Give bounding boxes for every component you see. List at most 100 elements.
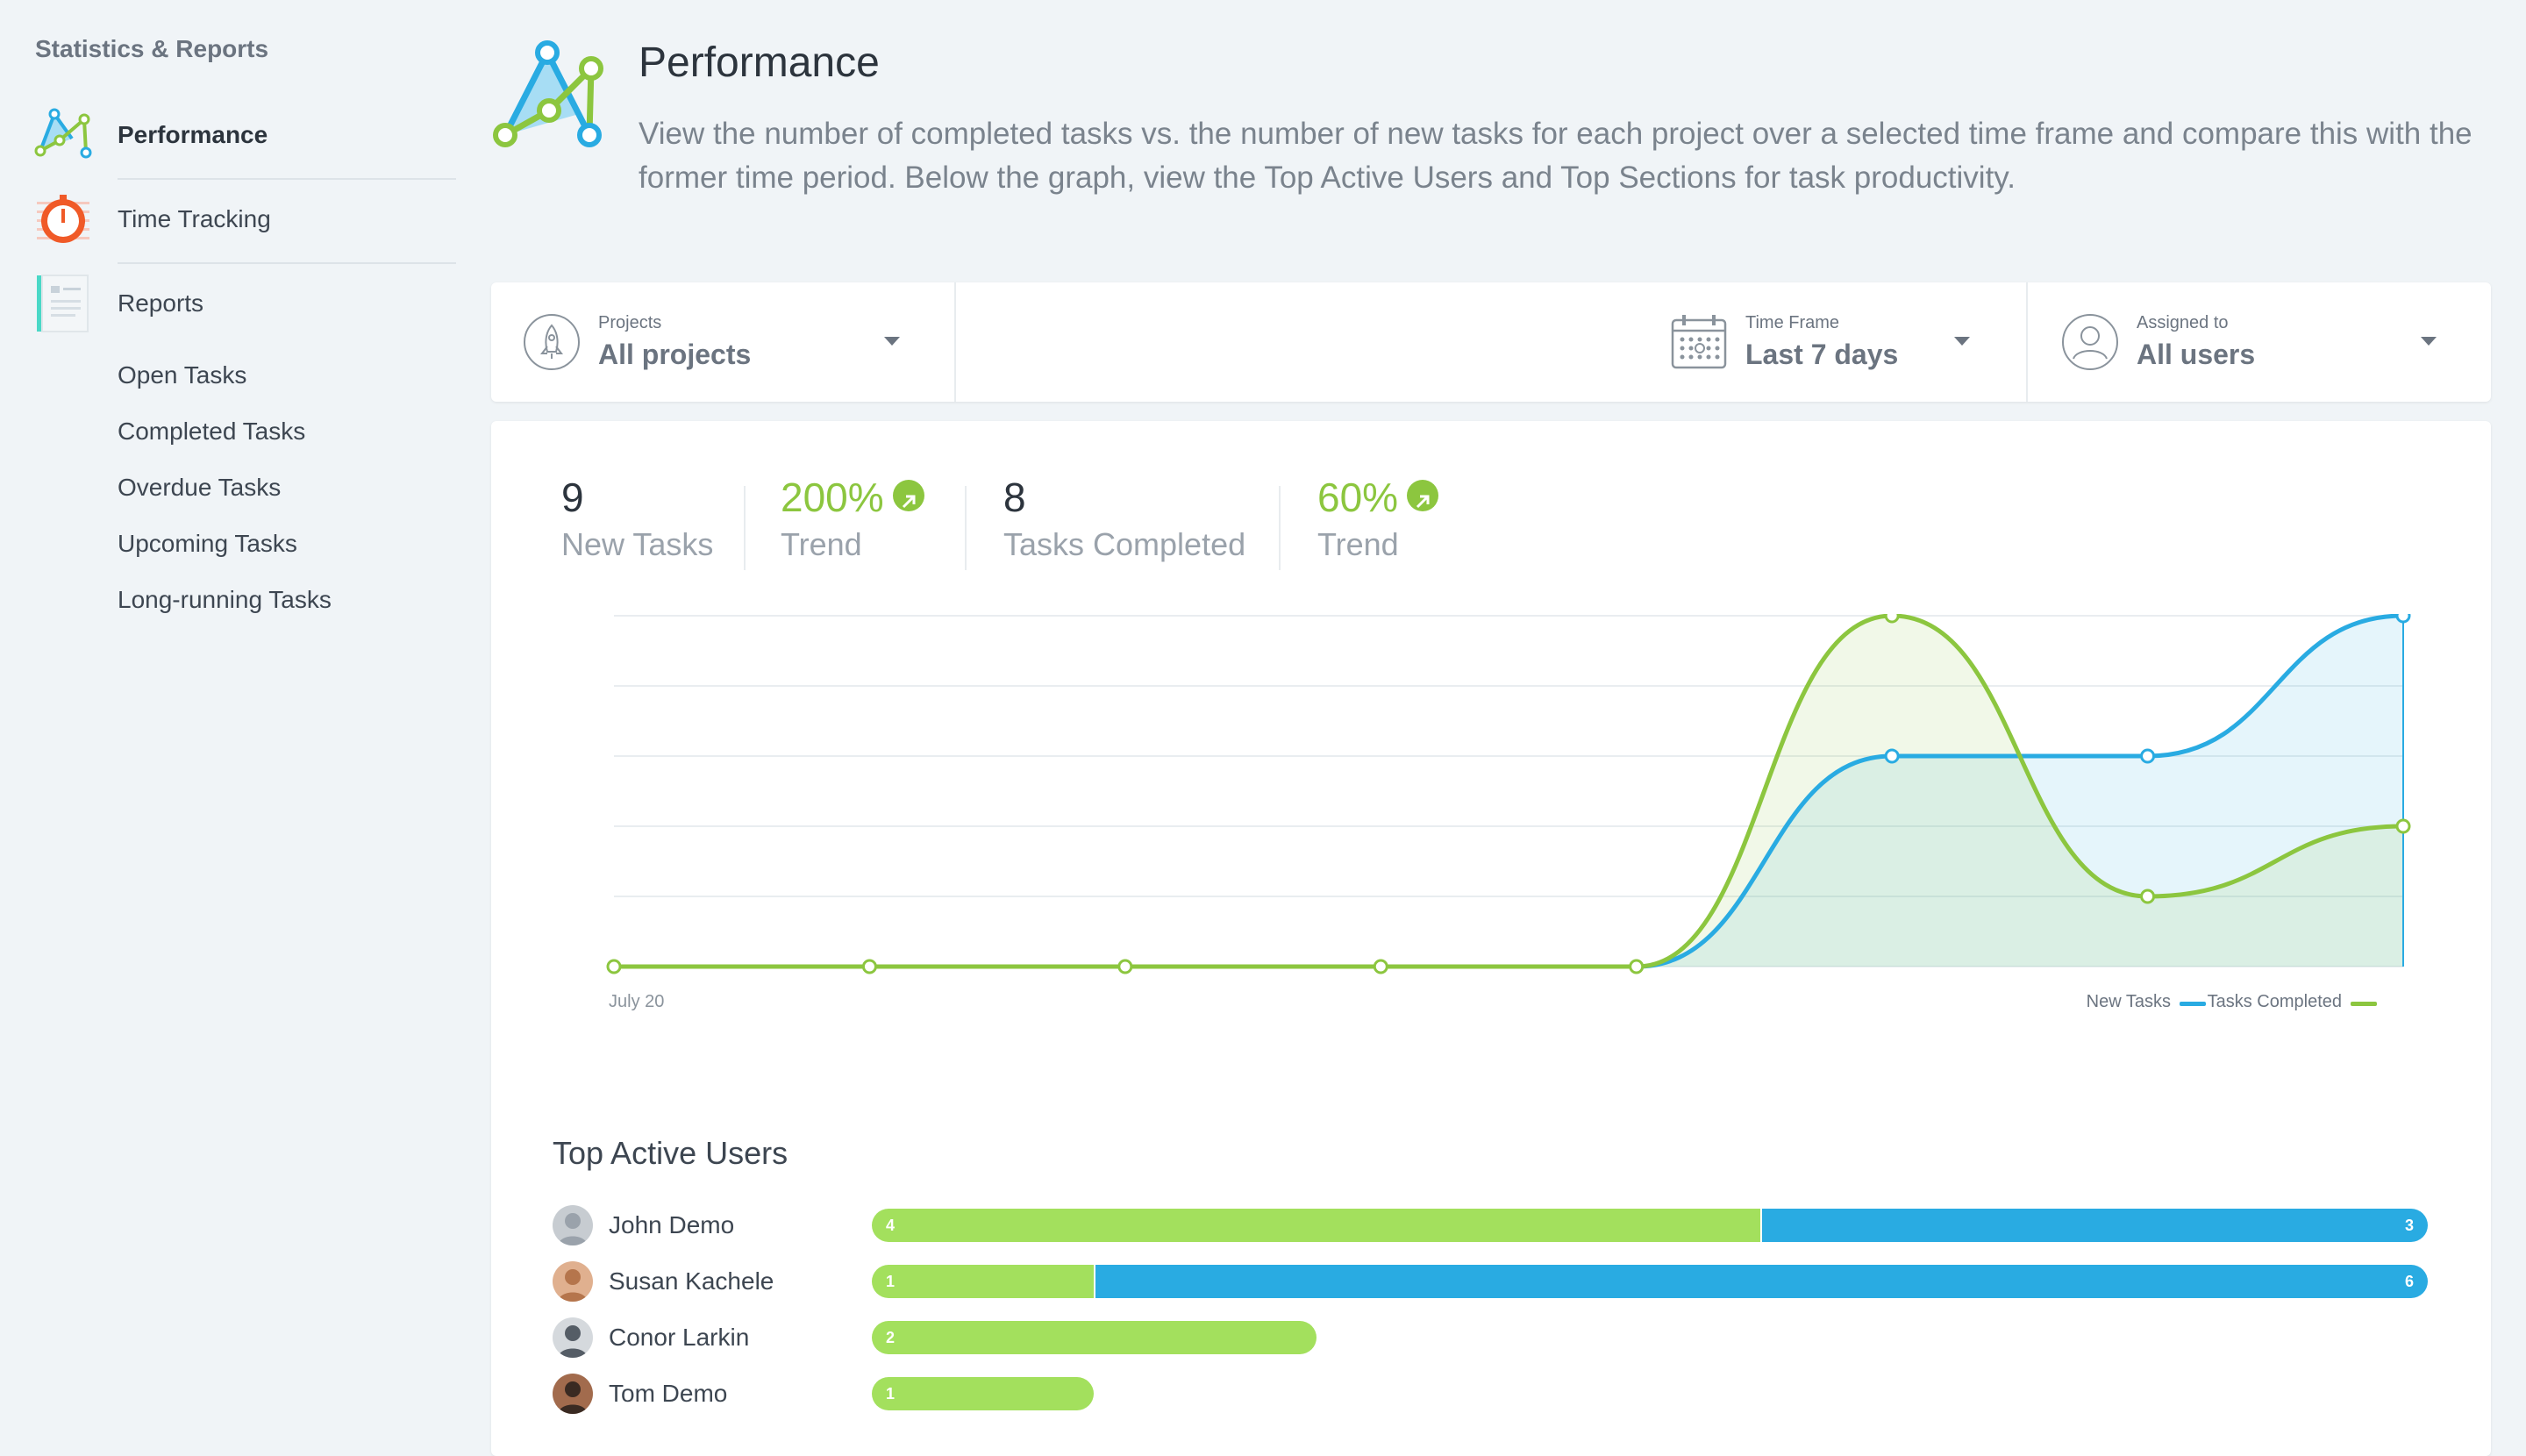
data-point — [1884, 748, 1900, 764]
sidebar-title: Statistics & Reports — [35, 35, 269, 62]
data-point — [2395, 818, 2411, 834]
completed-trend: 60% Trend — [1317, 474, 1439, 563]
trend-up-icon — [892, 479, 924, 511]
user-name: Susan Kachele — [609, 1267, 774, 1295]
data-point — [861, 959, 877, 974]
divider — [118, 262, 456, 264]
chevron-down-icon[interactable] — [884, 337, 900, 346]
time-frame-label: Time Frame — [1745, 313, 1840, 332]
user-task-bar[interactable]: 1 — [872, 1377, 1095, 1410]
calendar-icon — [1670, 313, 1728, 371]
new-tasks-trend-value: 200% — [781, 475, 884, 520]
bar-value-label: 3 — [2404, 1217, 2414, 1234]
bar-value-label: 6 — [2404, 1273, 2414, 1290]
data-point — [1629, 959, 1645, 974]
sidebar-subitem-completed-tasks[interactable]: Completed Tasks — [118, 418, 306, 445]
completed-segment: 1 — [872, 1377, 1095, 1410]
avatar — [553, 1205, 593, 1245]
time-frame-value: Last 7 days — [1745, 339, 1899, 370]
sidebar: Statistics & Reports Performance — [0, 0, 465, 1445]
completed-count: 8 — [1003, 475, 1026, 520]
top-active-users-title: Top Active Users — [553, 1135, 788, 1171]
data-point — [606, 959, 622, 974]
new-tasks-stat: 9 New Tasks — [561, 474, 713, 563]
sidebar-subitem-open-tasks[interactable]: Open Tasks — [118, 361, 247, 389]
data-point — [2140, 889, 2156, 904]
divider — [965, 486, 967, 570]
sidebar-item-performance[interactable]: Performance — [33, 93, 456, 177]
stopwatch-icon — [33, 189, 93, 249]
performance-icon — [33, 105, 93, 165]
assigned-value: All users — [2137, 339, 2256, 370]
user-name: John Demo — [609, 1211, 735, 1238]
sidebar-item-time-tracking[interactable]: Time Tracking — [33, 177, 456, 261]
performance-header-icon — [488, 39, 610, 153]
chevron-down-icon[interactable] — [2421, 337, 2437, 346]
performance-chart: July 20 Tasks Completed New Tasks — [606, 614, 2411, 1011]
page-description: View the number of completed tasks vs. t… — [639, 117, 2472, 195]
bar-value-label: 1 — [886, 1273, 896, 1290]
sidebar-subitem-overdue-tasks[interactable]: Overdue Tasks — [118, 474, 282, 501]
x-tick-label: July 20 — [609, 992, 664, 1011]
completed-label: Tasks Completed — [1003, 526, 1246, 562]
projects-filter[interactable]: Projects All projects — [523, 282, 751, 402]
legend-swatch — [2180, 1002, 2206, 1006]
series-area — [614, 616, 2403, 967]
legend-swatch — [2351, 1002, 2377, 1006]
completed-segment: 2 — [872, 1321, 1317, 1354]
legend-label: Tasks Completed — [2208, 992, 2342, 1011]
report-icon — [33, 274, 93, 333]
data-point — [2140, 748, 2156, 764]
series-area — [614, 616, 2403, 967]
user-row[interactable]: Susan Kachele — [553, 1260, 863, 1303]
rocket-icon — [523, 313, 581, 371]
user-name: Tom Demo — [609, 1380, 728, 1407]
filter-bar: Projects All projects Time Frame Last 7 — [491, 282, 2491, 402]
completed-segment: 4 — [872, 1209, 1762, 1242]
data-point — [1373, 959, 1388, 974]
user-row[interactable]: Tom Demo — [553, 1372, 863, 1416]
projects-value: All projects — [598, 339, 752, 370]
projects-label: Projects — [598, 313, 662, 332]
completed-trend-value: 60% — [1317, 475, 1399, 520]
divider — [744, 486, 746, 570]
sidebar-subitem-upcoming-tasks[interactable]: Upcoming Tasks — [118, 530, 297, 557]
avatar — [553, 1317, 593, 1358]
divider — [118, 178, 456, 180]
bar-value-label: 2 — [886, 1329, 896, 1346]
trend-label: Trend — [781, 526, 862, 562]
data-point — [1117, 959, 1133, 974]
sidebar-item-label: Reports — [118, 289, 204, 317]
new-tasks-count: 9 — [561, 475, 584, 520]
page-title: Performance — [639, 39, 880, 86]
sidebar-subitem-long-running-tasks[interactable]: Long-running Tasks — [118, 586, 332, 613]
user-task-bar[interactable]: 2 — [872, 1321, 1317, 1354]
performance-card: 9 New Tasks 200% Trend 8 Tasks Completed… — [491, 421, 2491, 1456]
assigned-filter[interactable]: Assigned to All users — [2061, 282, 2255, 402]
avatar — [553, 1374, 593, 1414]
user-name: Conor Larkin — [609, 1324, 750, 1351]
sidebar-item-label: Performance — [118, 121, 268, 148]
sidebar-item-reports[interactable]: Reports — [33, 261, 456, 346]
user-row[interactable]: Conor Larkin — [553, 1316, 863, 1360]
divider — [1279, 486, 1281, 570]
trend-up-icon — [1407, 479, 1439, 511]
avatar — [553, 1261, 593, 1302]
user-icon — [2061, 313, 2119, 371]
bar-value-label: 4 — [886, 1217, 896, 1234]
chevron-down-icon[interactable] — [1954, 337, 1970, 346]
time-frame-filter[interactable]: Time Frame Last 7 days — [1670, 282, 1898, 402]
legend-label: New Tasks — [2087, 992, 2171, 1011]
new-tasks-segment: 6 — [1095, 1265, 2428, 1298]
completed-segment: 1 — [872, 1265, 1096, 1298]
assigned-label: Assigned to — [2137, 313, 2229, 332]
user-row[interactable]: John Demo — [553, 1203, 863, 1247]
completed-stat: 8 Tasks Completed — [1003, 474, 1245, 563]
new-tasks-segment: 3 — [1761, 1209, 2428, 1242]
data-point — [1884, 614, 1900, 624]
divider — [954, 282, 956, 402]
new-tasks-trend: 200% Trend — [781, 474, 924, 563]
bar-value-label: 1 — [886, 1385, 896, 1402]
